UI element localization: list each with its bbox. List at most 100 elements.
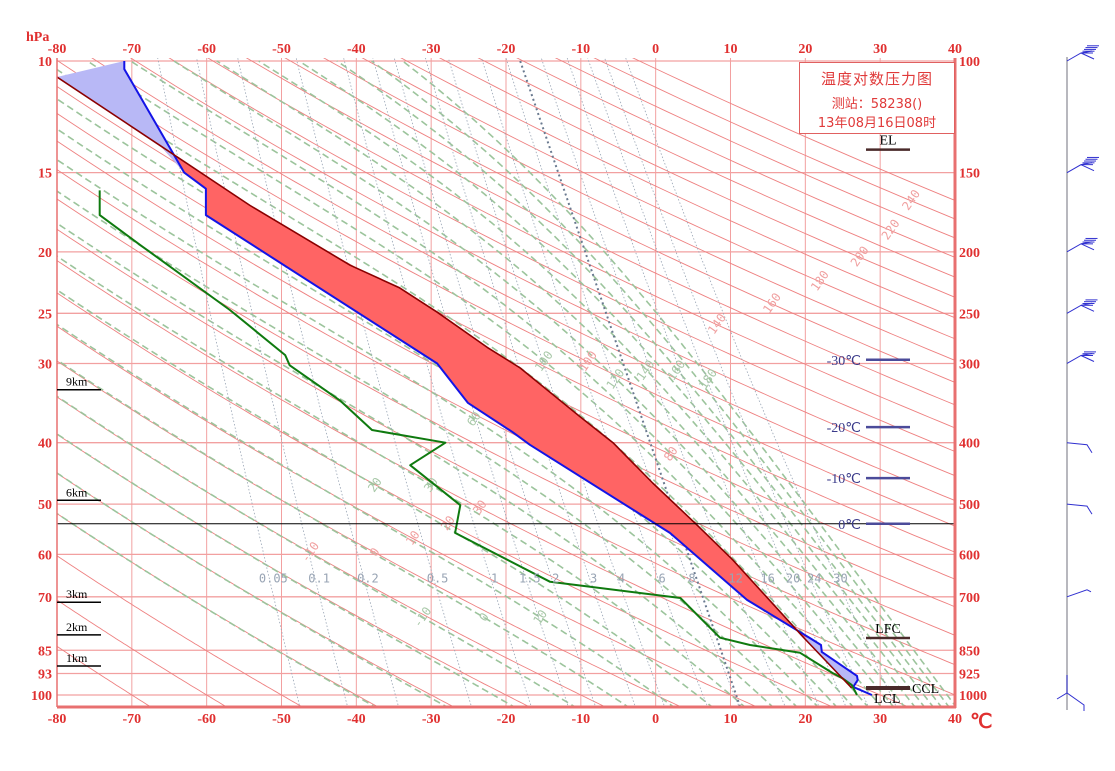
plot-area: -1001020306080100140160180200220240-1001…	[57, 58, 955, 707]
bottom-temperature-tick-label: -60	[197, 712, 216, 727]
wind-barb-icon	[1066, 299, 1098, 314]
bottom-temperature-tick-label: 30	[873, 712, 887, 727]
moist-adiabat-line	[57, 128, 838, 707]
right-pressure-tick-label: 700	[959, 591, 980, 606]
pressure-unit-label: hPa	[26, 30, 49, 45]
right-pressure-tick-label: 300	[959, 357, 980, 372]
mixing-ratio-label: 20	[786, 571, 800, 585]
right-pressure-tick-label: 400	[959, 437, 980, 452]
mixing-ratio-line	[393, 58, 597, 707]
moist-adiabat-label: 30	[421, 475, 441, 495]
time-label: 13年08月16日08时	[817, 116, 937, 131]
moist-adiabat-line	[57, 255, 747, 707]
moist-adiabat-line	[130, 60, 895, 707]
isotherm-level-label: -10℃	[827, 472, 861, 487]
moist-adiabat-line	[57, 222, 774, 707]
wind-barb-shaft	[1056, 675, 1085, 711]
bottom-temperature-tick-label: -40	[347, 712, 366, 727]
dry-adiabat-line	[57, 555, 304, 707]
moist-adiabat-line	[57, 288, 714, 707]
mixing-ratio-line	[604, 58, 869, 707]
dry-adiabat-label: 200	[848, 243, 872, 269]
left-pressure-tick-label: 100	[31, 689, 52, 704]
moist-adiabat-line	[57, 323, 676, 707]
moist-adiabat-line	[86, 60, 883, 707]
bottom-temperature-tick-label: 0	[652, 712, 659, 727]
chart-title: 温度对数压力图	[820, 70, 933, 88]
mixing-ratio-label: 0.5	[427, 571, 449, 585]
negative-energy-area-lower	[803, 637, 858, 688]
dry-adiabat-line	[129, 58, 955, 477]
mixing-ratio-label-row: 0.05 0.1 0.2 0.5 1 1.5 2 3 4 6 8 12 16 20 24 30	[259, 571, 848, 585]
top-temperature-tick-label: -40	[347, 42, 366, 57]
mixing-ratio-line	[481, 58, 709, 707]
top-temperature-tick-label: 0	[652, 42, 659, 57]
isotherm-level-label: -30℃	[827, 354, 861, 369]
el-label: EL	[879, 134, 896, 149]
right-pressure-tick-label: 250	[959, 307, 980, 322]
left-pressure-tick-label: 70	[38, 591, 52, 606]
mixing-ratio-label: 6	[658, 571, 665, 585]
mixing-ratio-line	[196, 58, 349, 707]
right-pressure-tick-label: 150	[959, 167, 980, 182]
wind-barb-shaft	[1066, 589, 1092, 598]
dry-adiabat-line	[57, 325, 759, 707]
dry-adiabat-label: 20	[438, 513, 458, 533]
dry-adiabat-line	[207, 58, 955, 429]
dry-adiabat-line	[168, 58, 955, 452]
mixing-ratio-label: 30	[833, 571, 847, 585]
mixing-ratio-line	[157, 58, 301, 707]
dry-adiabat-label: 160	[760, 290, 784, 316]
mixing-ratio-label: 0.05	[259, 571, 288, 585]
moist-adiabat-label: 0	[476, 610, 492, 624]
height-marker-label: 6km	[66, 485, 88, 499]
right-pressure-tick-label: 925	[959, 668, 980, 683]
dry-adiabat-line	[593, 58, 955, 220]
left-pressure-tick-label: 15	[38, 167, 52, 182]
wind-barb-icon	[1066, 45, 1099, 62]
left-pressure-tick-label: 60	[38, 548, 52, 563]
dry-adiabat-line	[477, 58, 955, 278]
dry-adiabat-line	[91, 58, 955, 502]
lcl-label: LCL	[874, 692, 900, 707]
dry-adiabat-line	[57, 260, 910, 707]
wind-barb-icon	[1066, 503, 1093, 515]
bottom-temperature-tick-label: -30	[422, 712, 441, 727]
mixing-ratio-line	[343, 58, 532, 707]
wind-barb-flag	[1080, 52, 1095, 60]
chart-title-box: 温度对数压力图 测站：58238() 13年08月16日08时	[799, 62, 955, 134]
left-pressure-tick-label: 30	[38, 357, 52, 372]
moist-adiabat-line	[216, 60, 917, 707]
left-pressure-tick-label: 85	[38, 644, 52, 659]
height-marker-label: 2km	[66, 620, 88, 634]
wind-barb-icon	[1066, 156, 1099, 174]
dry-adiabat-line	[57, 645, 152, 707]
dry-adiabat-label: 30	[470, 497, 490, 517]
wind-barb-icon	[1056, 675, 1085, 711]
bottom-temperature-tick-label: 40	[948, 712, 962, 727]
mixing-ratio-line	[625, 58, 897, 707]
bottom-temperature-tick-label: -50	[272, 712, 291, 727]
left-pressure-tick-label: 20	[38, 246, 52, 261]
bottom-temperature-tick-label: 10	[723, 712, 737, 727]
mixing-ratio-label: 2	[552, 571, 559, 585]
dry-adiabat-line	[57, 292, 835, 707]
moist-adiabat-line	[57, 472, 449, 707]
wind-barb-icon	[1066, 442, 1093, 453]
moist-adiabat-label: 60	[464, 409, 484, 429]
dry-adiabat-line	[57, 140, 955, 608]
mixing-ratio-label: 8	[688, 571, 695, 585]
mixing-ratio-label: 12	[728, 571, 742, 585]
mixing-ratio-line	[447, 58, 666, 707]
dry-adiabat-label: 140	[705, 311, 729, 337]
mixing-ratio-label: 16	[760, 571, 774, 585]
mixing-ratio-line	[587, 58, 847, 707]
ccl-label: CCL	[912, 682, 939, 697]
height-marker-label: 3km	[66, 587, 88, 601]
top-temperature-tick-label: -60	[197, 42, 216, 57]
dry-adiabat-label: -10	[298, 539, 322, 565]
dry-adiabat-line	[57, 228, 955, 696]
left-pressure-tick-label: 50	[38, 498, 52, 513]
dry-adiabat-label: 180	[808, 268, 832, 294]
right-pressure-tick-label: 100	[959, 55, 980, 70]
